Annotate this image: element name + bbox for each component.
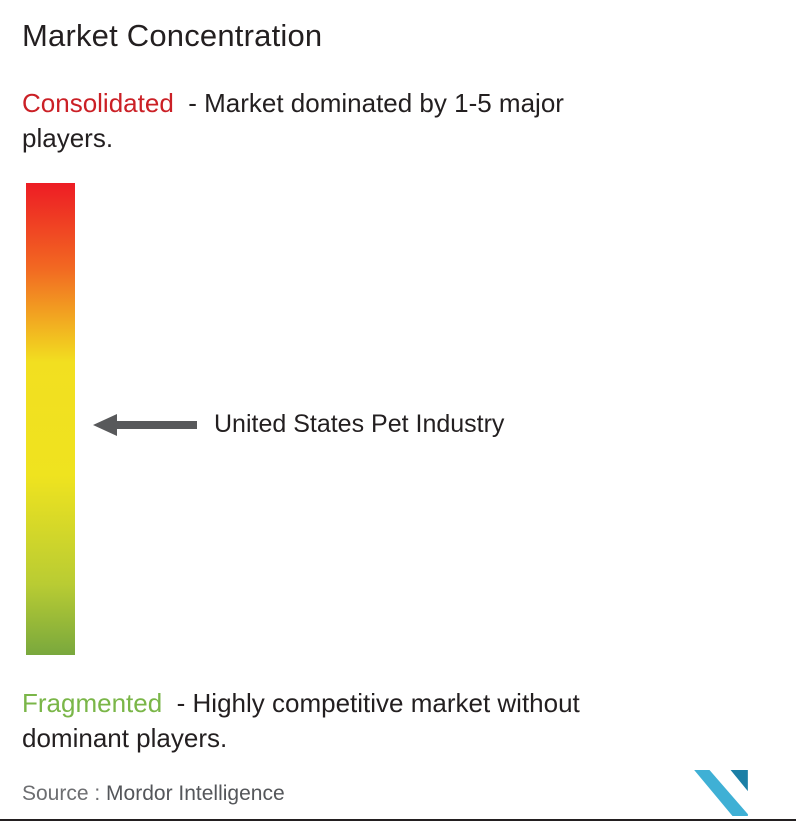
consolidated-label: Consolidated [22, 88, 174, 118]
footer-divider [0, 819, 796, 821]
industry-label: United States Pet Industry [214, 410, 505, 438]
consolidated-description: - Market dominated by 1-5 major players. [22, 88, 564, 153]
fragmented-text: Fragmented - Highly competitive market w… [22, 686, 792, 756]
mordor-intelligence-logo [694, 770, 748, 816]
source-attribution: Source : Mordor Intelligence [22, 782, 285, 806]
source-name: Mordor Intelligence [106, 782, 285, 805]
fragmented-description: - Highly competitive market without domi… [22, 688, 580, 753]
fragmented-label: Fragmented [22, 688, 163, 718]
left-arrow-icon [93, 413, 197, 436]
consolidated-text: Consolidated - Market dominated by 1-5 m… [22, 86, 782, 156]
page-title: Market Concentration [22, 18, 323, 53]
concentration-gradient-bar [26, 183, 75, 655]
industry-indicator: United States Pet Industry [93, 410, 504, 439]
source-prefix: Source : [22, 782, 107, 805]
